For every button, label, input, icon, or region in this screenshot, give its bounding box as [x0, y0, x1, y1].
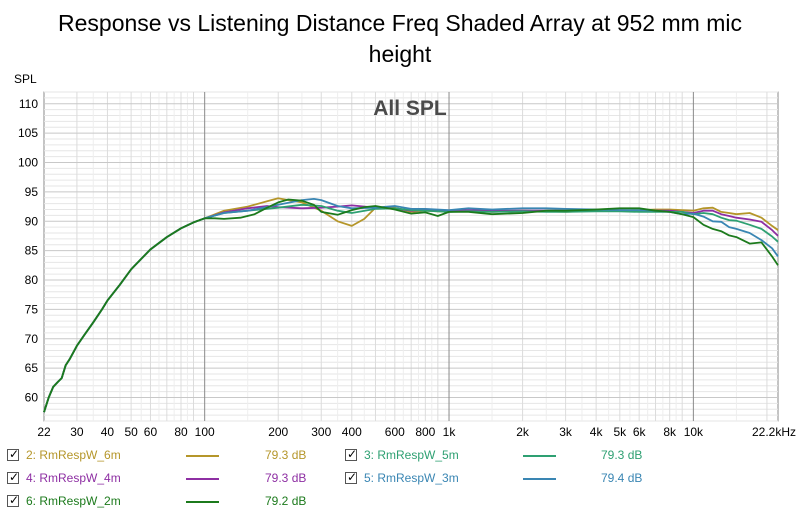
legend-value-6m: 79.3 dB [265, 448, 307, 462]
x-tick-label: 60 [144, 425, 158, 439]
legend-label-6m: 2: RmRespW_6m [26, 448, 121, 462]
legend-checkbox-6m[interactable]: ✓ [7, 447, 20, 461]
y-axis-label: SPL [14, 72, 37, 86]
legend-item-6m[interactable]: ✓ 2: RmRespW_6m 79.3 dB [7, 447, 327, 467]
x-tick-label: 600 [385, 425, 405, 439]
legend-swatch-4m [186, 478, 219, 480]
x-tick-label: 6k [633, 425, 647, 439]
x-tick-label: 1k [443, 425, 457, 439]
x-tick-label: 22.2kHz [752, 425, 796, 439]
legend-swatch-3m [523, 478, 556, 480]
legend-label-5m: 3: RmRespW_5m [364, 448, 459, 462]
chart-title: Response vs Listening Distance Freq Shad… [0, 8, 800, 70]
legend-swatch-5m [523, 455, 556, 457]
check-icon: ✓ [347, 447, 358, 461]
check-icon: ✓ [347, 470, 358, 484]
y-tick-label: 80 [25, 273, 39, 287]
legend-item-4m[interactable]: ✓ 4: RmRespW_4m 79.3 dB [7, 470, 327, 490]
legend-label-4m: 4: RmRespW_4m [26, 471, 121, 485]
y-tick-label: 65 [25, 361, 39, 375]
check-icon: ✓ [9, 470, 20, 484]
series-line-2m [43, 198, 779, 413]
legend-checkbox-4m[interactable]: ✓ [7, 470, 20, 484]
legend-label-3m: 5: RmRespW_3m [364, 471, 459, 485]
x-tick-label: 100 [195, 425, 215, 439]
x-tick-label: 2k [516, 425, 530, 439]
y-tick-label: 95 [25, 185, 39, 199]
x-tick-label: 4k [590, 425, 604, 439]
y-tick-label: 70 [25, 332, 39, 346]
legend-item-5m[interactable]: ✓ 3: RmRespW_5m 79.3 dB [345, 447, 665, 467]
y-tick-label: 90 [25, 214, 39, 228]
check-icon: ✓ [9, 447, 20, 461]
x-tick-label: 400 [342, 425, 362, 439]
x-tick-label: 50 [124, 425, 138, 439]
chart-title-line-2: height [368, 41, 432, 67]
minor-grid [44, 91, 778, 422]
x-tick-label: 800 [415, 425, 435, 439]
x-tick-label: 5k [613, 425, 627, 439]
x-tick-label: 40 [101, 425, 115, 439]
x-tick-label: 80 [174, 425, 188, 439]
check-icon: ✓ [9, 493, 20, 507]
x-tick-label: 10k [684, 425, 704, 439]
legend-checkbox-2m[interactable]: ✓ [7, 493, 20, 507]
legend-value-4m: 79.3 dB [265, 471, 307, 485]
x-tick-label: 22 [37, 425, 51, 439]
legend-item-2m[interactable]: ✓ 6: RmRespW_2m 79.2 dB [7, 493, 327, 513]
x-tick-label: 300 [311, 425, 331, 439]
series-curves [43, 197, 779, 413]
major-grid [44, 92, 778, 421]
x-tick-labels: 22 30 40 50 60 80 100 200 300 400 600 800 1k 2k 3k 4k 5k… [37, 425, 796, 439]
legend-item-3m[interactable]: ✓ 5: RmRespW_3m 79.4 dB [345, 470, 665, 490]
y-tick-label: 105 [18, 126, 38, 140]
y-tick-label: 100 [18, 156, 38, 170]
x-tick-label: 8k [663, 425, 677, 439]
legend-value-3m: 79.4 dB [601, 471, 643, 485]
x-tick-label: 200 [268, 425, 288, 439]
legend-value-2m: 79.2 dB [265, 494, 307, 508]
y-tick-label: 85 [25, 244, 39, 258]
legend-value-5m: 79.3 dB [601, 448, 643, 462]
legend-checkbox-5m[interactable]: ✓ [345, 447, 358, 461]
x-tick-label: 30 [70, 425, 84, 439]
y-tick-label: 110 [19, 97, 38, 111]
legend-swatch-2m [186, 501, 219, 503]
y-tick-labels: 60 65 70 75 80 85 90 95 100 105 110 [18, 97, 38, 405]
y-tick-label: 60 [25, 391, 39, 405]
legend-label-2m: 6: RmRespW_2m [26, 494, 121, 508]
x-tick-label: 3k [559, 425, 573, 439]
legend-swatch-6m [186, 455, 219, 457]
chart-title-line-1: Response vs Listening Distance Freq Shad… [58, 10, 742, 36]
legend-checkbox-3m[interactable]: ✓ [345, 470, 358, 484]
spl-chart: SPL All SPL 60 65 70 75 80 85 90 95 100 105 110 22… [14, 72, 796, 439]
y-tick-label: 75 [25, 302, 39, 316]
plot-label: All SPL [373, 97, 447, 120]
